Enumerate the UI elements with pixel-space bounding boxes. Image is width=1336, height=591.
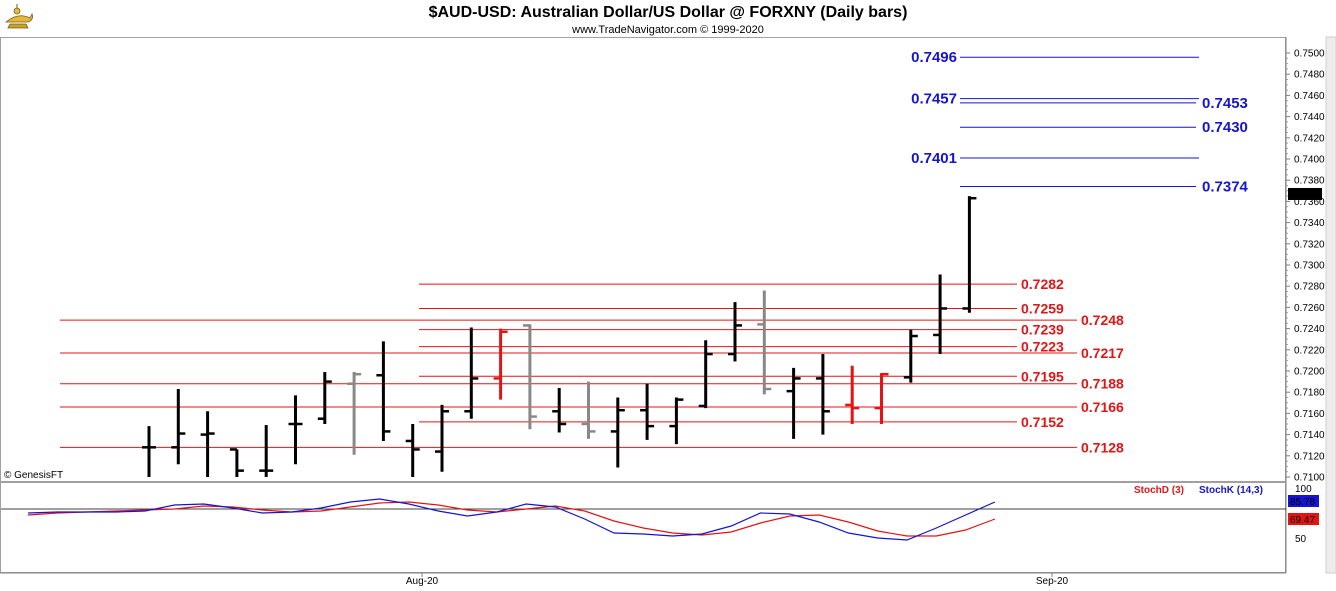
price-tick-label: 0.7440 <box>1294 112 1325 123</box>
support-label: 0.7239 <box>1021 322 1064 338</box>
support-label: 0.7152 <box>1021 414 1064 430</box>
ohlc-bar <box>962 196 977 313</box>
resistance-label: 0.7374 <box>1202 179 1249 196</box>
ohlc-bar <box>376 341 391 441</box>
ohlc-bar <box>698 340 713 409</box>
price-tick-label: 0.7480 <box>1294 70 1325 81</box>
price-tick-label: 0.7240 <box>1294 324 1325 335</box>
ohlc-bar <box>640 383 655 440</box>
resistance-label: 0.7401 <box>911 150 957 167</box>
price-tick-label: 0.7380 <box>1294 176 1325 187</box>
price-tick-label: 0.7200 <box>1294 367 1325 378</box>
price-tick-label: 0.7400 <box>1294 155 1325 166</box>
genie-lamp-icon <box>4 4 33 29</box>
ohlc-bar <box>493 328 508 400</box>
price-tick-label: 0.7120 <box>1294 451 1325 462</box>
price-tick-label: 0.7140 <box>1294 430 1325 441</box>
last-price-marker: 0.7367 <box>1288 187 1322 201</box>
stoch-k-last: 85.78 <box>1290 497 1315 508</box>
support-label: 0.7248 <box>1081 312 1124 328</box>
stoch-tick-100: 100 <box>1295 484 1312 495</box>
ohlc-bar <box>288 395 303 465</box>
price-tick-label: 0.7340 <box>1294 218 1325 229</box>
ohlc-bar <box>786 367 801 439</box>
ohlc-bar <box>200 411 215 477</box>
ohlc-bar <box>405 424 420 477</box>
price-tick-label: 0.7220 <box>1294 345 1325 356</box>
ohlc-bar <box>903 329 918 383</box>
ohlc-bar <box>610 397 625 468</box>
last-price-box <box>1288 187 1322 200</box>
price-tick-label: 0.7160 <box>1294 409 1325 420</box>
ohlc-bar <box>142 426 156 477</box>
stoch-d-label: StochD (3) <box>1134 485 1184 496</box>
stoch-k-label: StochK (14,3) <box>1199 485 1263 496</box>
price-bars <box>142 196 977 477</box>
price-tick-label: 0.7260 <box>1294 303 1325 314</box>
ohlc-bar <box>171 389 186 465</box>
x-tick-aug: Aug-20 <box>406 576 439 587</box>
support-label: 0.7128 <box>1081 439 1124 455</box>
price-tick-label: 0.7420 <box>1294 133 1325 144</box>
stoch-d-last-box <box>1288 513 1319 525</box>
ohlc-bar <box>669 397 684 445</box>
levels: 0.7496 0.7457 0.7453 0.7430 0.7401 0.7374 0.72… <box>60 49 1249 455</box>
price-tick-label: 0.7320 <box>1294 239 1325 250</box>
stochastic-panel <box>27 498 996 541</box>
resistance-label: 0.7457 <box>911 91 957 108</box>
stoch-tick-50: 50 <box>1295 534 1307 545</box>
ohlc-bar <box>347 372 362 455</box>
stoch-k-last-box <box>1288 495 1319 507</box>
ohlc-bar <box>552 387 567 433</box>
resistance-label: 0.7453 <box>1202 95 1248 112</box>
stoch-d-last: 69.47 <box>1290 515 1315 526</box>
price-tick-label: 0.7500 <box>1294 49 1325 60</box>
last-price-label: 0.7367 <box>1290 190 1321 201</box>
price-axis: 0.7100 0.7120 0.7140 0.7160 0.7180 0.7200 0.72… <box>1286 49 1325 484</box>
ohlc-bar <box>435 404 449 472</box>
ohlc-bar <box>259 425 274 477</box>
watermark: © GenesisFT <box>4 470 63 481</box>
ohlc-bar <box>815 354 830 435</box>
chart-title: $AUD-USD: Australian Dollar/US Dollar @ … <box>429 4 908 21</box>
stoch-d-line <box>27 501 996 537</box>
ohlc-bar <box>874 372 889 424</box>
support-label: 0.7223 <box>1021 339 1064 355</box>
ohlc-bar <box>845 365 860 424</box>
price-tick-label: 0.7280 <box>1294 282 1325 293</box>
price-tick-label: 0.7180 <box>1294 388 1325 399</box>
ohlc-bar <box>464 327 479 419</box>
support-label: 0.7217 <box>1081 345 1124 361</box>
price-tick-label: 0.7460 <box>1294 91 1325 102</box>
chart-subtitle: www.TradeNavigator.com © 1999-2020 <box>571 24 764 36</box>
ohlc-bar <box>229 448 244 477</box>
ohlc-bar <box>317 372 332 424</box>
price-tick-label: 0.7360 <box>1294 197 1325 208</box>
support-label: 0.7188 <box>1081 376 1124 392</box>
support-label: 0.7166 <box>1081 399 1124 415</box>
price-tick-label: 0.7300 <box>1294 261 1325 272</box>
support-label: 0.7259 <box>1021 300 1064 316</box>
stoch-k-line <box>27 498 996 541</box>
ohlc-bar <box>581 381 596 439</box>
ohlc-bar <box>522 324 537 430</box>
ohlc-bar <box>933 274 948 355</box>
ohlc-bar <box>728 302 742 362</box>
price-tick-label: 0.7100 <box>1294 473 1325 484</box>
support-label: 0.7282 <box>1021 276 1064 292</box>
right-scrollbar[interactable] <box>1325 36 1336 574</box>
resistance-label: 0.7430 <box>1202 119 1248 136</box>
x-tick-sep: Sep-20 <box>1036 576 1069 587</box>
resistance-label: 0.7496 <box>911 49 957 66</box>
support-label: 0.7195 <box>1021 368 1064 384</box>
logo <box>4 4 33 29</box>
ohlc-bar <box>757 290 772 395</box>
